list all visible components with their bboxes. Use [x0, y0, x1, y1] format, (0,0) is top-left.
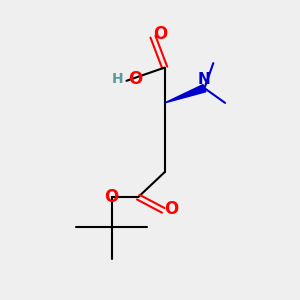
Text: O: O — [128, 70, 142, 88]
Text: O: O — [105, 188, 119, 206]
Text: H: H — [112, 72, 124, 86]
Text: N: N — [198, 72, 211, 87]
Polygon shape — [165, 85, 206, 103]
Text: O: O — [164, 200, 178, 218]
Text: O: O — [153, 25, 167, 43]
